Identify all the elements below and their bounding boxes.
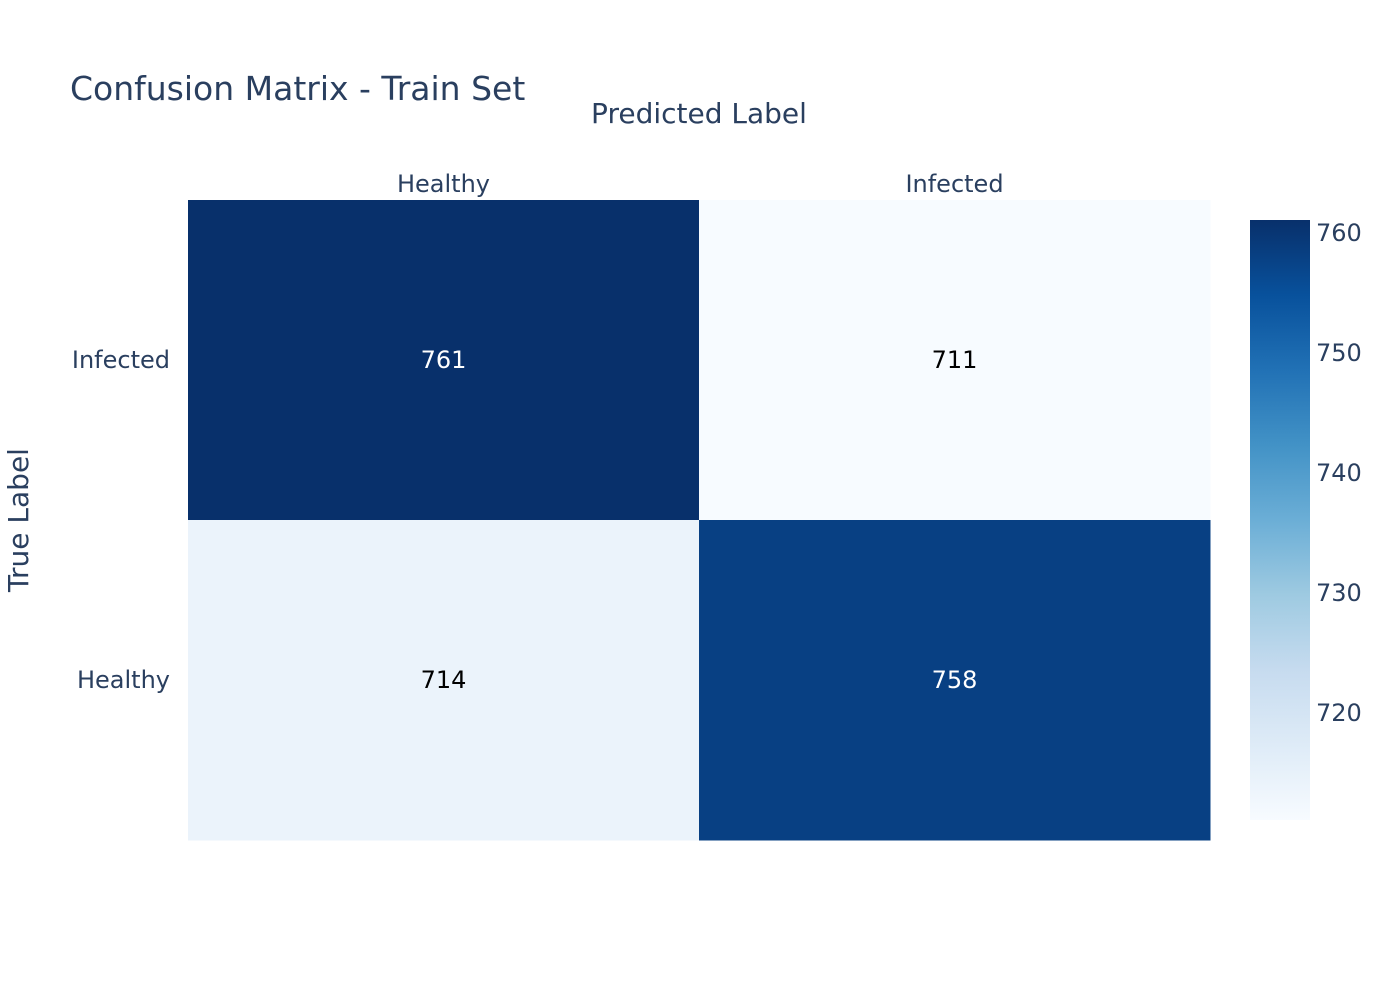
colorbar-tick-730: 730 xyxy=(1316,579,1362,607)
heatmap-cell-infected-healthy xyxy=(188,200,700,521)
heatmap-cell-healthy-healthy xyxy=(188,520,700,841)
x-tick-label-infected: Infected xyxy=(905,170,1003,198)
cell-value-label: 711 xyxy=(932,346,978,374)
chart-title: Confusion Matrix - Train Set xyxy=(70,69,525,108)
cell-value-label: 758 xyxy=(932,666,978,694)
heatmap-cells: 761 711 714 758 xyxy=(188,200,1211,841)
heatmap-cell-healthy-infected xyxy=(699,520,1211,841)
y-tick-label-healthy: Healthy xyxy=(77,666,170,694)
colorbar-tick-labels: 720 730 740 750 760 xyxy=(1316,219,1362,727)
colorbar-tick-720: 720 xyxy=(1316,699,1362,727)
colorbar-tick-750: 750 xyxy=(1316,339,1362,367)
cell-value-label: 714 xyxy=(421,666,467,694)
y-tick-label-infected: Infected xyxy=(72,346,170,374)
cell-value-label: 761 xyxy=(421,346,467,374)
x-axis-title: Predicted Label xyxy=(591,97,807,130)
x-tick-label-healthy: Healthy xyxy=(397,170,490,198)
y-tick-labels: Infected Healthy xyxy=(72,346,170,694)
heatmap-cell-infected-infected xyxy=(699,200,1211,521)
colorbar-tick-740: 740 xyxy=(1316,459,1362,487)
y-axis-title: True Label xyxy=(2,448,35,593)
colorbar xyxy=(1250,220,1310,820)
colorbar-tick-760: 760 xyxy=(1316,219,1362,247)
x-tick-labels: Healthy Infected xyxy=(397,170,1004,198)
